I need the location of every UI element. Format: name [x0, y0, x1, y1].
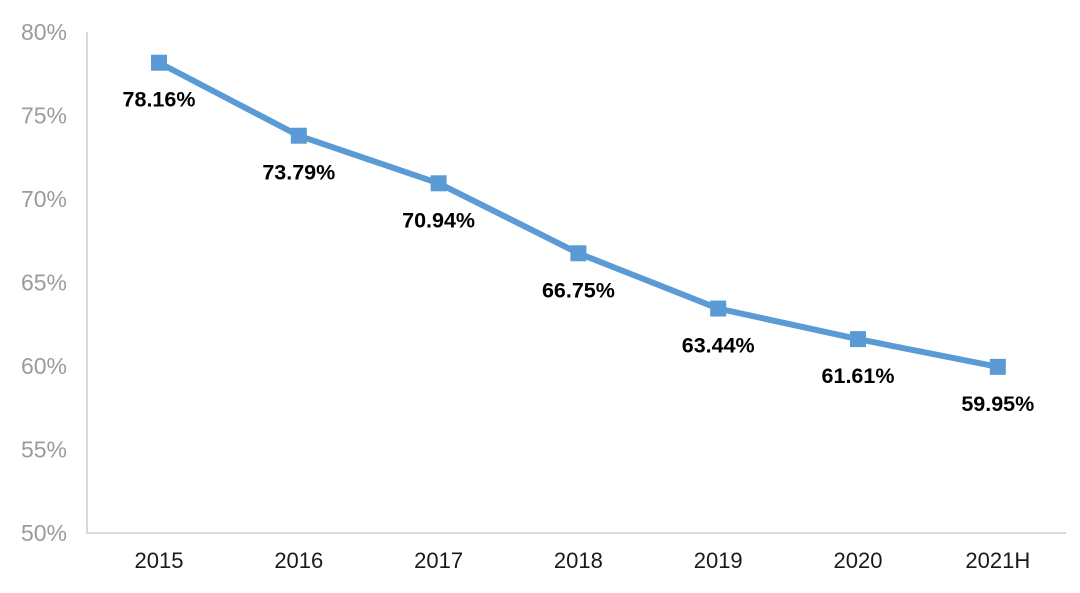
- data-point-marker: [290, 127, 307, 144]
- data-point-label: 78.16%: [123, 88, 196, 112]
- y-tick-label: 60%: [21, 353, 67, 379]
- y-tick-label: 80%: [21, 19, 67, 45]
- x-tick-label: 2015: [135, 548, 184, 573]
- x-tick-label: 2016: [274, 548, 323, 573]
- series-line: [156, 59, 1001, 370]
- y-tick-label: 65%: [21, 270, 67, 296]
- data-point-marker: [989, 358, 1006, 375]
- data-point-marker: [850, 331, 866, 348]
- data-point-marker: [570, 245, 587, 262]
- data-point-label: 61.61%: [822, 364, 895, 388]
- y-tick-label: 70%: [21, 186, 67, 212]
- y-tick-label: 55%: [21, 437, 67, 463]
- y-tick-label: 50%: [21, 520, 67, 546]
- data-point-label: 73.79%: [262, 161, 335, 185]
- x-tick-label: 2019: [694, 548, 743, 573]
- x-tick-label: 2020: [834, 548, 883, 573]
- x-tick-label: 2018: [554, 548, 603, 573]
- data-point-label: 70.94%: [402, 208, 475, 232]
- data-point-marker: [151, 54, 167, 71]
- data-point-label: 59.95%: [961, 392, 1034, 416]
- x-tick-label: 2021H: [965, 548, 1030, 573]
- data-point-marker: [710, 300, 727, 317]
- data-point-label: 66.75%: [542, 278, 615, 302]
- x-tick-label: 2017: [414, 548, 463, 573]
- data-point-marker: [430, 175, 447, 192]
- y-tick-label: 75%: [21, 103, 67, 129]
- data-point-label: 63.44%: [682, 334, 755, 358]
